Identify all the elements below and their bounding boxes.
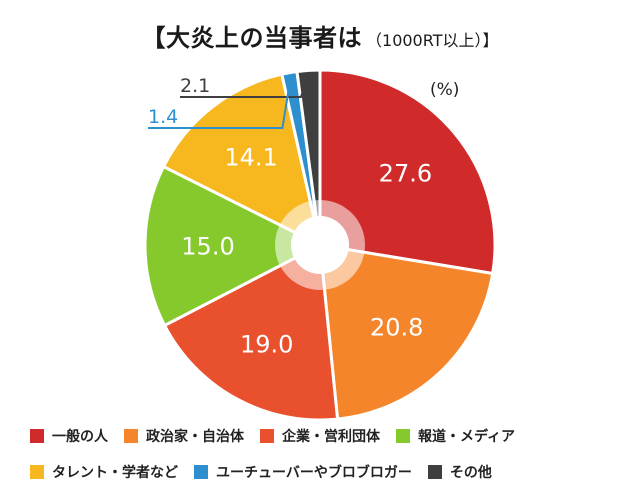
legend-item-others: その他 — [427, 462, 492, 482]
legend-swatch — [30, 465, 44, 479]
data-label-talent: 14.1 — [224, 144, 277, 172]
callout-line-youtubers — [148, 78, 292, 129]
data-label-media: 15.0 — [181, 233, 234, 261]
legend: 一般の人 政治家・自治体 企業・営利団体 報道・メディアタレント・学者など ユーチューバ… — [30, 424, 630, 496]
unit-label: (%) — [430, 80, 460, 100]
legend-swatch — [124, 429, 138, 443]
legend-item-youtubers: ユーチューバーやブロブロガー — [194, 462, 412, 482]
legend-swatch — [396, 429, 410, 443]
legend-swatch — [30, 429, 44, 443]
legend-label: 一般の人 — [52, 429, 108, 445]
legend-item-media: 報道・メディア — [396, 426, 515, 446]
pie-slice-companies — [162, 242, 340, 420]
chart-title-main: 【大炎上の当事者は — [141, 24, 363, 52]
data-label-others: 2.1 — [180, 75, 210, 97]
data-label-politicians: 20.8 — [370, 314, 423, 342]
pie-chart: 27.6 20.8 19.0 15.0 14.1 2.11.4 — [143, 68, 497, 420]
chart-title: 【大炎上の当事者は （1000RT以上）】 — [0, 18, 640, 53]
legend-item-politicians: 政治家・自治体 — [124, 426, 244, 446]
callout-line-others — [180, 76, 310, 98]
pie-slice-general-public — [318, 68, 497, 276]
legend-row: タレント・学者など ユーチューバーやブロブロガー その他 — [30, 460, 630, 484]
data-label-general-public: 27.6 — [379, 160, 432, 188]
legend-label: ユーチューバーやブロブロガー — [216, 465, 412, 481]
legend-label: 報道・メディア — [418, 429, 516, 445]
legend-swatch — [260, 429, 274, 443]
legend-label: 政治家・自治体 — [146, 429, 244, 445]
pie-slice-talent — [161, 72, 323, 248]
pie-slice-politicians — [318, 243, 495, 420]
pie-slice-media — [143, 164, 324, 328]
legend-item-talent: タレント・学者など — [30, 462, 178, 482]
data-label-companies: 19.0 — [240, 330, 293, 358]
legend-label: その他 — [449, 465, 492, 481]
donut-hole — [291, 216, 349, 274]
legend-swatch — [194, 465, 208, 479]
legend-row: 一般の人 政治家・自治体 企業・営利団体 報道・メディア — [30, 424, 630, 448]
legend-label: 企業・営利団体 — [282, 429, 380, 445]
legend-label: タレント・学者など — [52, 465, 178, 481]
legend-item-general-public: 一般の人 — [30, 426, 108, 446]
legend-item-companies: 企業・営利団体 — [260, 426, 380, 446]
chart-title-sub: （1000RT以上）】 — [366, 31, 499, 50]
legend-swatch — [427, 465, 442, 479]
data-label-youtubers: 1.4 — [148, 106, 178, 128]
